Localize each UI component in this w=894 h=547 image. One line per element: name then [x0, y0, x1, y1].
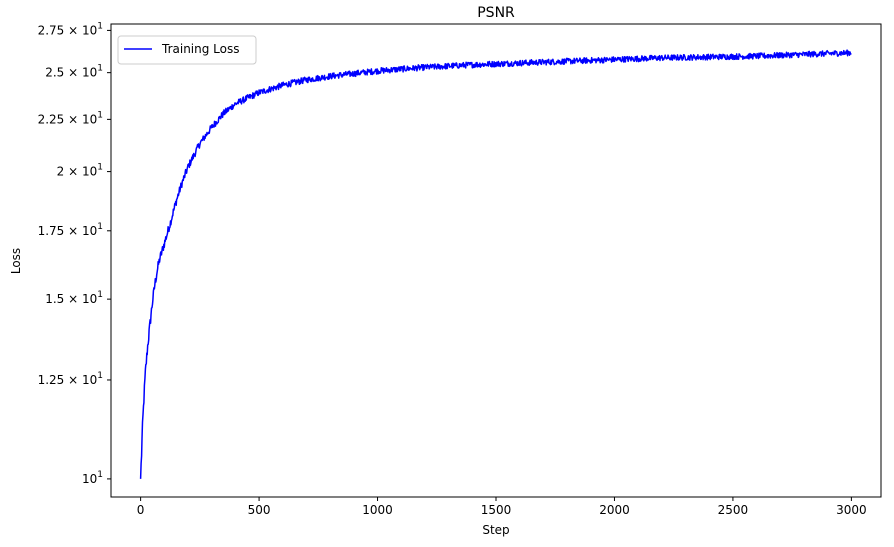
- y-axis-label: Loss: [9, 248, 23, 274]
- chart-title: PSNR: [477, 5, 515, 21]
- x-axis-label: Step: [482, 523, 509, 537]
- y-tick-label: 1.5 × 101: [45, 290, 103, 306]
- x-tick-label: 2000: [599, 503, 630, 517]
- y-tick-label: 2.5 × 101: [45, 64, 103, 80]
- y-axis: 101 1.25 × 101 1.5 × 101 1.75 × 101 2 × 101 2…: [38, 21, 111, 486]
- x-tick-label: 500: [248, 503, 271, 517]
- y-tick-label: 1.25 × 101: [38, 371, 103, 387]
- x-tick-label: 0: [137, 503, 145, 517]
- series-line-training-loss: [139, 49, 852, 479]
- x-tick-label: 3000: [836, 503, 867, 517]
- x-tick-label: 2500: [718, 503, 749, 517]
- y-tick-label: 101: [82, 470, 103, 486]
- x-tick-label: 1500: [481, 503, 512, 517]
- legend: Training Loss: [117, 35, 257, 65]
- y-tick-label: 1.75 × 101: [38, 222, 103, 238]
- y-tick-label: 2.75 × 101: [38, 21, 103, 37]
- series-layer: [139, 49, 852, 479]
- x-tick-label: 1000: [362, 503, 393, 517]
- legend-box: [117, 35, 257, 65]
- y-tick-label: 2.25 × 101: [38, 110, 103, 126]
- y-tick-label: 2 × 101: [57, 163, 103, 179]
- x-axis: 0 500 1000 1500 2000 2500 3000: [137, 497, 867, 517]
- plot-area: [111, 24, 881, 497]
- legend-entry-training-loss: Training Loss: [161, 42, 239, 56]
